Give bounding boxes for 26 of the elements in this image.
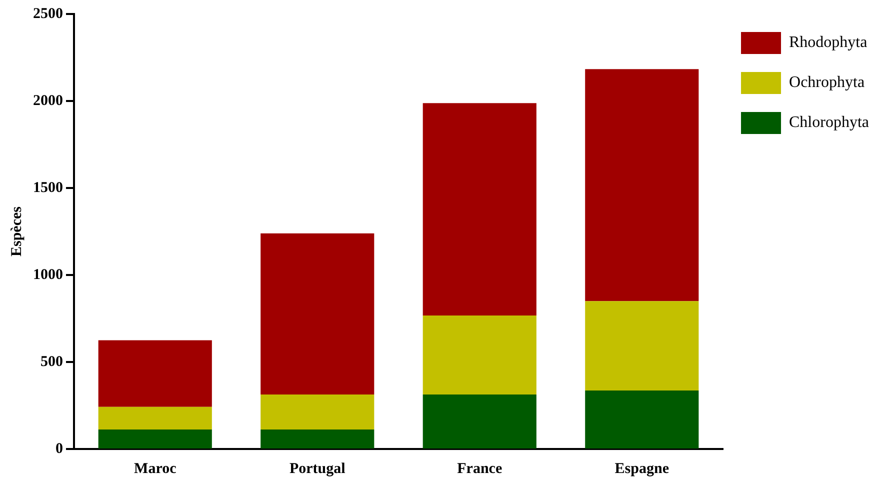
y-axis-title: Espèces [8,206,25,256]
bar [260,394,374,430]
x-tick-label: Espagne [614,460,670,477]
y-tick-label: 500 [40,354,63,370]
x-tick-label: Maroc [134,460,177,477]
y-tick-label: 0 [56,440,63,457]
legend-label: Chlorophyta [789,114,870,132]
bar [98,430,212,448]
bar [260,430,374,448]
legend-label: Rhodophyta [789,34,868,52]
y-tick-label: 2500 [33,6,63,22]
x-tick-label: France [457,460,502,477]
y-tick-label: 1000 [33,266,63,283]
bar [422,394,536,448]
bar [98,406,212,430]
bar [260,233,374,395]
y-tick-label: 1500 [33,180,63,196]
y-tick-label: 2000 [33,92,63,109]
bar [422,103,536,316]
x-tick-label: Portugal [289,460,346,477]
bar [585,301,699,391]
bar [585,69,699,302]
legend-label: Ochrophyta [789,74,865,92]
bar [585,390,699,448]
bar [98,340,212,407]
bar [422,316,536,395]
